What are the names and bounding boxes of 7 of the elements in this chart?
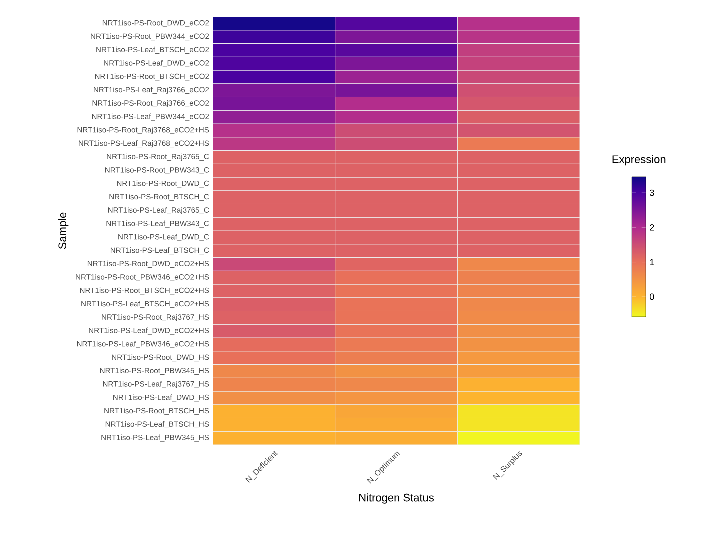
color-bar-title: Expression: [612, 155, 666, 166]
y-axis-title: Sample: [58, 212, 69, 250]
color-bar-label: 0: [650, 294, 654, 300]
color-bar-label: 1: [650, 259, 654, 266]
x-axis-title: Nitrogen Status: [360, 494, 434, 504]
color-bar-label: 3: [650, 190, 654, 196]
color-bar-label: 2: [650, 224, 654, 231]
